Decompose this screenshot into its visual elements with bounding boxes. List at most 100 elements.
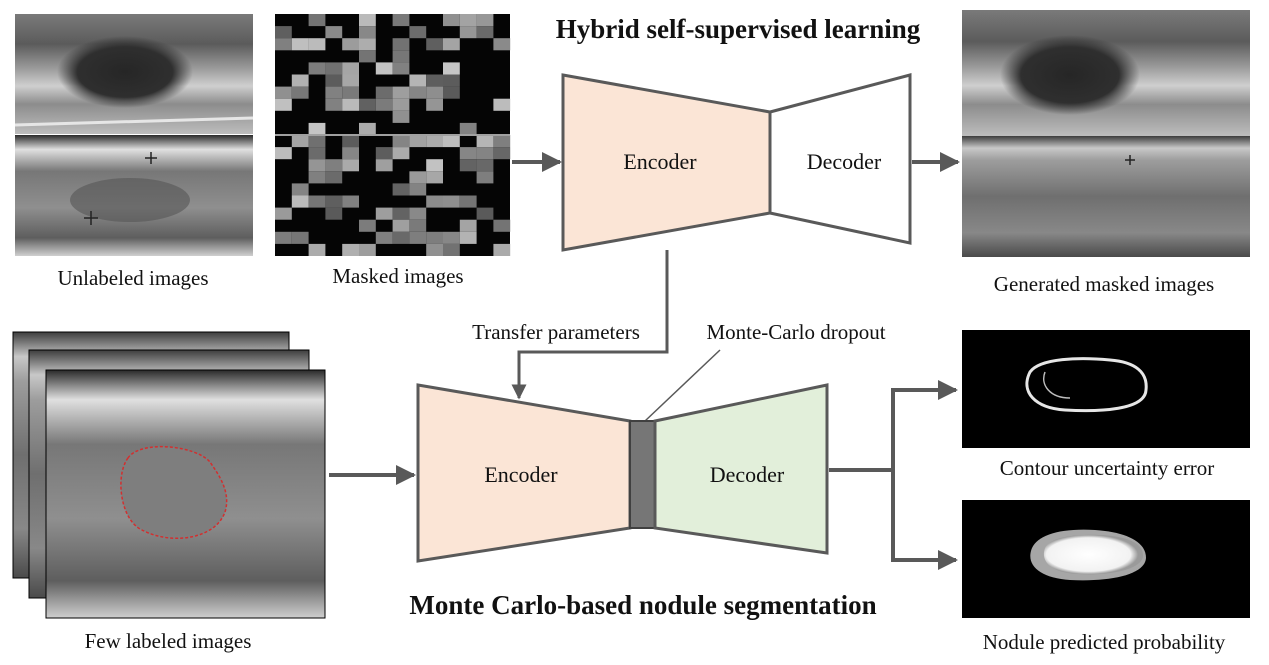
masked-patch [459, 231, 477, 244]
lesion-shadow [57, 36, 193, 108]
masked-patch [409, 171, 427, 184]
contour-error-label: Contour uncertainty error [1000, 456, 1215, 480]
masked-patch [325, 86, 343, 99]
masked-patch [426, 159, 443, 172]
masked-patch [291, 135, 309, 148]
contour-uncertainty-image [962, 330, 1250, 448]
masked-patch [308, 243, 326, 256]
masked-patch [426, 231, 443, 244]
masked-patch [476, 207, 494, 220]
masked-patch [375, 62, 393, 75]
bottom-decoder-label: Decoder [710, 462, 785, 487]
transfer-parameters-arrow [511, 250, 669, 400]
masked-patch [426, 135, 443, 148]
masked-patch [443, 231, 460, 244]
masked-patch [291, 74, 309, 87]
masked-patch [409, 135, 427, 148]
masked-patch [308, 62, 326, 75]
generated-images-label: Generated masked images [994, 272, 1214, 296]
generated-masked-images [962, 10, 1250, 257]
masked-patch [308, 171, 326, 184]
masked-patch [275, 98, 292, 111]
nodule-annotation-contour [120, 445, 228, 540]
masked-patch [392, 207, 410, 220]
unlabeled-images [14, 14, 254, 256]
masked-patch [459, 122, 477, 135]
masked-patch [325, 171, 343, 184]
masked-patch [426, 38, 443, 51]
masked-patch [476, 171, 494, 184]
mc-dropout-label: Monte-Carlo dropout [706, 320, 885, 344]
masked-patch [291, 86, 309, 99]
masked-patch [392, 231, 410, 244]
masked-patch [476, 159, 494, 172]
masked-images [275, 14, 511, 256]
masked-patch [291, 183, 309, 196]
masked-patch [308, 159, 326, 172]
masked-patch [426, 195, 443, 208]
bottom-encoder-label: Encoder [484, 462, 558, 487]
masked-patch [443, 38, 460, 51]
masked-patch [443, 86, 460, 99]
masked-patch [375, 159, 393, 172]
masked-patch [325, 195, 343, 208]
bottom-decoder-block [653, 383, 829, 555]
masked-patch [493, 243, 511, 256]
masked-patch [308, 147, 326, 160]
masked-patch [443, 135, 460, 148]
masked-patch [291, 195, 309, 208]
masked-patch [426, 74, 443, 87]
masked-patch [275, 147, 292, 160]
masked-patch [392, 135, 410, 148]
masked-patch [325, 98, 343, 111]
masked-patch [291, 38, 309, 51]
masked-patch [392, 110, 410, 123]
masked-patch [359, 122, 376, 135]
masked-patch [308, 38, 326, 51]
masked-images-label: Masked images [332, 264, 463, 288]
few-labeled-images [12, 331, 326, 619]
masked-patch [375, 98, 393, 111]
probability-core-region [1043, 534, 1144, 575]
masked-patch [359, 26, 376, 39]
masked-patch [275, 207, 292, 220]
masked-patch [392, 98, 410, 111]
masked-patch [275, 231, 292, 244]
few-labeled-images-label: Few labeled images [85, 629, 252, 653]
masked-patch [308, 14, 326, 27]
masked-patch [392, 183, 410, 196]
unlabeled-images-label: Unlabeled images [57, 266, 208, 290]
top-encoder-label: Encoder [623, 149, 697, 174]
masked-patch [342, 135, 359, 148]
masked-patch [392, 62, 410, 75]
masked-patch [325, 26, 343, 39]
masked-patch [459, 26, 477, 39]
masked-patch [325, 74, 343, 87]
masked-patch [493, 38, 511, 51]
masked-patch [443, 62, 460, 75]
mc-dropout-layer [629, 420, 656, 529]
masked-patch [342, 38, 359, 51]
masked-patch [426, 171, 443, 184]
predicted-probability-image [962, 500, 1250, 618]
masked-patch [325, 207, 343, 220]
predicted-probability-label: Nodule predicted probability [983, 630, 1226, 654]
masked-patch [392, 50, 410, 63]
masked-patch [342, 86, 359, 99]
generated-lower [962, 136, 1250, 257]
masked-patch [275, 86, 292, 99]
masked-patch [459, 219, 477, 232]
masked-patch [493, 219, 511, 232]
masked-patch [325, 62, 343, 75]
masked-patch [275, 38, 292, 51]
contour-ring [1025, 357, 1148, 413]
masked-patch [359, 38, 376, 51]
masked-patch [359, 98, 376, 111]
masked-patch [443, 243, 460, 256]
masked-patch [476, 147, 494, 160]
masked-patch [476, 135, 494, 148]
transfer-parameters-label: Transfer parameters [472, 320, 640, 344]
masked-patch [308, 135, 326, 148]
masked-patch [359, 50, 376, 63]
